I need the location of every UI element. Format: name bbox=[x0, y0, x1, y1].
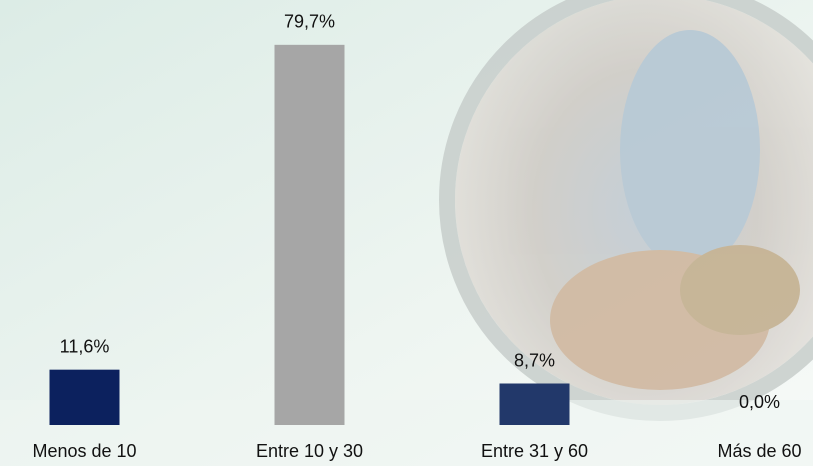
x-tick-label: Más de 60 bbox=[717, 441, 801, 461]
value-label: 11,6% bbox=[60, 336, 110, 356]
x-tick-label: Entre 31 y 60 bbox=[481, 441, 588, 461]
bar bbox=[500, 384, 570, 425]
chart: 11,6% Menos de 10 79,7% Entre 10 y 30 8,7% En… bbox=[0, 0, 813, 466]
value-label: 79,7% bbox=[284, 12, 335, 32]
x-tick-label: Entre 10 y 30 bbox=[256, 441, 363, 461]
value-label: 0,0% bbox=[739, 392, 780, 412]
x-tick-label: Menos de 10 bbox=[32, 441, 136, 461]
bar bbox=[50, 370, 120, 425]
value-label: 8,7% bbox=[514, 350, 555, 370]
bar bbox=[275, 45, 345, 425]
